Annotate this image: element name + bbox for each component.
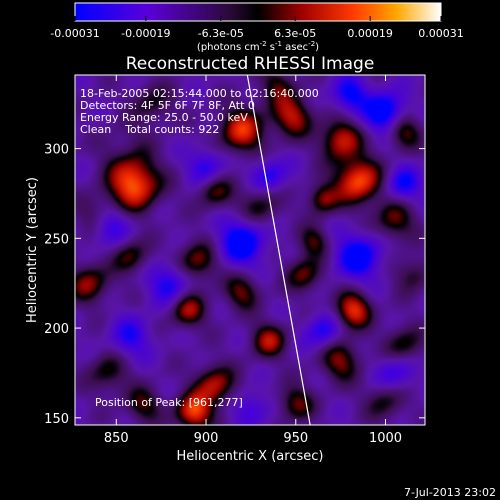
x-axis-label: Heliocentric X (arcsec) <box>177 449 324 464</box>
colorbar-ticks: -0.00031 -0.00019 -6.3e-05 6.3e-05 0.00019 0.… <box>50 16 464 40</box>
chart-title: Reconstructed RHESSI Image <box>126 54 375 74</box>
solar-limb-line <box>246 75 311 425</box>
x-tick-label: 1000 <box>369 431 402 446</box>
annotation-time-range: 18-Feb-2005 02:15:44.000 to 02:16:40.000 <box>80 87 319 100</box>
colorbar-tick-label: -6.3e-05 <box>198 27 244 40</box>
colorbar-tick-label: 0.00019 <box>347 27 393 40</box>
date-stamp: 7-Jul-2013 23:02 <box>404 486 496 499</box>
colorbar-tick-label: -0.00031 <box>50 27 99 40</box>
y-axis-ticks: 150 200 250 300 <box>44 143 425 427</box>
annotation-energy-range: Energy Range: 25.0 - 50.0 keV <box>80 111 248 124</box>
y-tick-label: 150 <box>44 412 69 427</box>
x-axis-ticks: 850 900 950 1000 <box>104 75 402 446</box>
y-tick-label: 200 <box>44 322 69 337</box>
colorbar-tick-label: 0.00031 <box>418 27 464 40</box>
x-tick-label: 900 <box>194 431 219 446</box>
annotations: 18-Feb-2005 02:15:44.000 to 02:16:40.000… <box>80 87 319 409</box>
colorbar-tick-label: -0.00019 <box>121 27 170 40</box>
plot-area: 850 900 950 1000 150 200 250 300 <box>44 74 426 446</box>
colorbar-strip <box>74 2 442 22</box>
peak-position-label: Position of Peak: [961,277] <box>95 396 243 409</box>
annotation-clean-counts: Clean Total counts: 922 <box>80 123 219 136</box>
colorbar-units: (photons cm-2 s-1 asec-2) <box>197 40 319 53</box>
annotation-detectors: Detectors: 4F 5F 6F 7F 8F, Att 0 <box>80 99 255 112</box>
y-tick-label: 300 <box>44 143 69 158</box>
colorbar-tick-label: 6.3e-05 <box>274 27 316 40</box>
heatmap-image <box>75 75 425 425</box>
x-tick-label: 950 <box>283 431 308 446</box>
y-axis-label: Heliocentric Y (arcsec) <box>25 177 40 323</box>
colorbar: -0.00031 -0.00019 -6.3e-05 6.3e-05 0.00019 0.… <box>50 2 464 53</box>
x-tick-label: 850 <box>104 431 129 446</box>
plot-frame <box>74 74 426 426</box>
y-tick-label: 250 <box>44 232 69 247</box>
